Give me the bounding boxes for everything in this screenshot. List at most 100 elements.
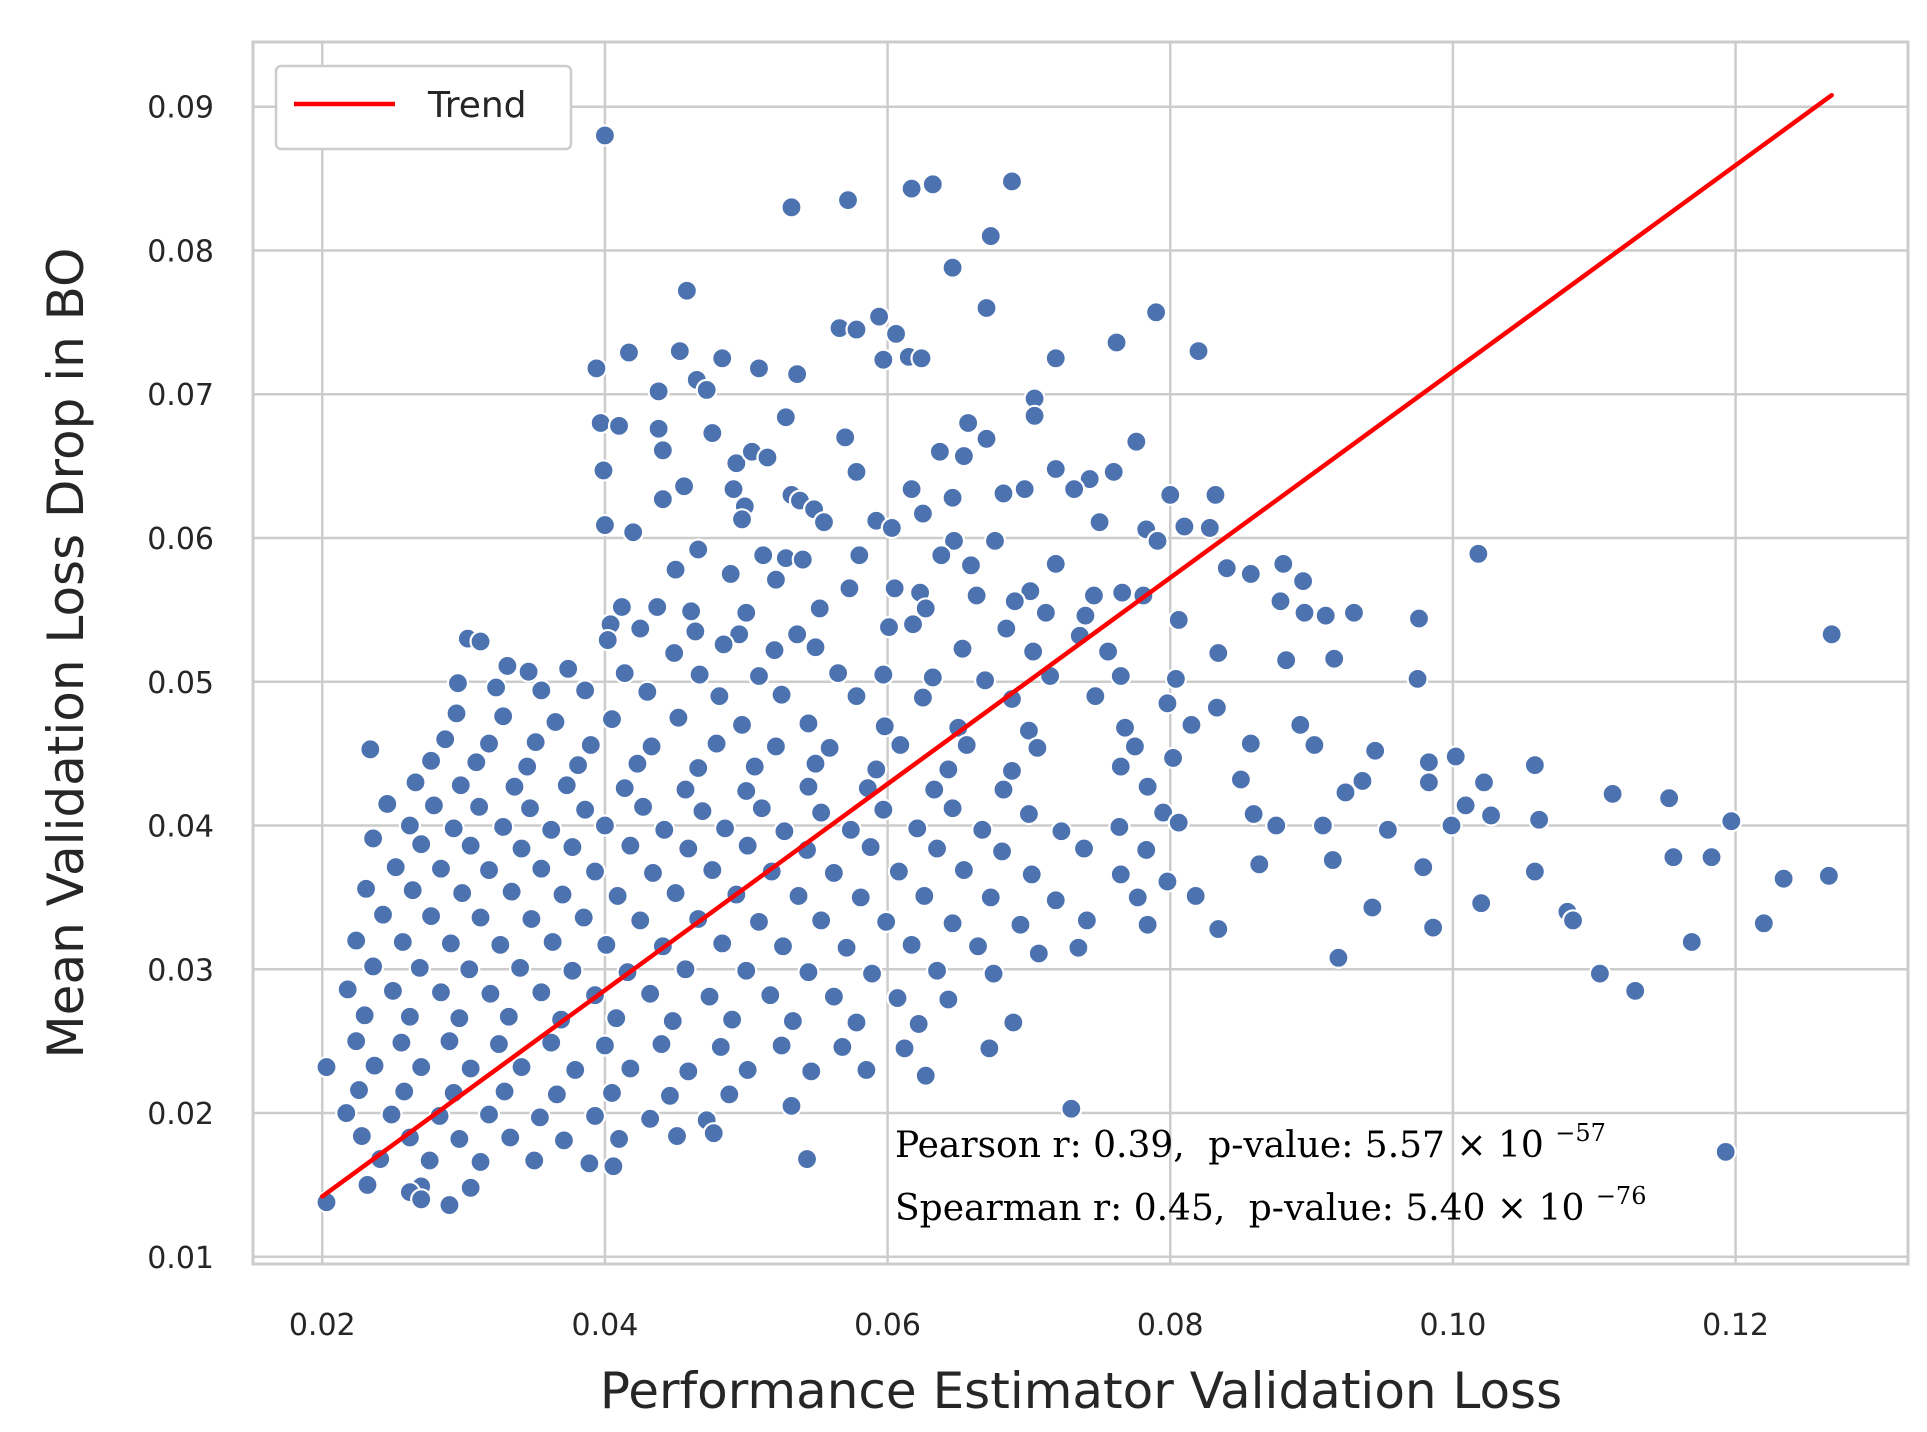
scatter-point xyxy=(770,1034,793,1057)
scatter-point xyxy=(845,1011,868,1034)
scatter-point xyxy=(1314,604,1337,627)
scatter-point xyxy=(1159,483,1182,506)
scatter-point xyxy=(883,577,906,600)
scatter-point xyxy=(810,909,833,932)
scatter-point xyxy=(868,305,891,328)
scatter-point xyxy=(1060,1097,1083,1120)
scatter-point xyxy=(941,256,964,279)
scatter-point xyxy=(459,1176,482,1199)
scatter-point xyxy=(465,751,488,774)
scatter-point xyxy=(530,679,553,702)
scatter-point xyxy=(574,679,597,702)
scatter-point xyxy=(345,929,368,952)
scatter-point xyxy=(1472,771,1496,794)
scatter-point xyxy=(1063,478,1086,501)
scatter-point xyxy=(1109,863,1132,886)
scatter-point xyxy=(1026,736,1049,759)
scatter-point xyxy=(941,486,964,509)
scatter-point xyxy=(735,601,758,624)
scatter-point xyxy=(596,628,619,652)
scatter-point xyxy=(610,595,633,619)
scatter-point xyxy=(674,958,697,981)
scatter-point xyxy=(901,613,925,636)
scatter-point xyxy=(1096,640,1120,663)
scatter-point xyxy=(663,641,686,665)
stats-annotation: Pearson r: 0.39, p-value: 5.57 × 10 −57 … xyxy=(895,1119,1646,1229)
scatter-point xyxy=(721,1008,744,1031)
scatter-point xyxy=(822,861,845,885)
scatter-point xyxy=(818,736,841,759)
y-tick-label: 0.03 xyxy=(147,953,214,988)
scatter-point xyxy=(959,554,983,577)
scatter-point xyxy=(398,814,421,837)
scatter-point xyxy=(845,318,868,341)
scatter-point xyxy=(593,814,617,837)
scatter-point xyxy=(1239,732,1262,755)
scatter-point xyxy=(544,710,567,734)
scatter-point xyxy=(1084,685,1107,708)
scatter-point xyxy=(354,877,378,900)
scatter-point xyxy=(1022,640,1045,663)
scatter-point xyxy=(1275,649,1298,672)
scatter-point xyxy=(422,794,446,817)
scatter-point xyxy=(1156,870,1179,893)
scatter-point xyxy=(561,835,584,859)
scatter-point xyxy=(1662,846,1685,869)
scatter-point xyxy=(1321,848,1344,872)
scatter-point xyxy=(1002,1011,1025,1034)
scatter-point xyxy=(786,362,809,386)
scatter-point xyxy=(875,910,898,933)
scatter-point xyxy=(593,1034,617,1057)
scatter-point xyxy=(995,617,1018,640)
scatter-point xyxy=(747,357,771,380)
scatter-point xyxy=(804,752,827,775)
scatter-point xyxy=(752,544,775,567)
scatter-point xyxy=(1561,909,1585,932)
scatter-point xyxy=(468,795,491,818)
scatter-point xyxy=(957,411,980,435)
scatter-point xyxy=(410,833,433,856)
scatter-point xyxy=(1044,457,1067,481)
scatter-point xyxy=(410,1055,433,1079)
y-tick-label: 0.01 xyxy=(147,1241,214,1276)
spearman-annotation: Spearman r: 0.45, p-value: 5.40 × 10 −76 xyxy=(895,1182,1646,1229)
scatter-point xyxy=(730,713,754,736)
scatter-point xyxy=(451,881,474,905)
scatter-point xyxy=(674,778,697,801)
scatter-point xyxy=(1078,467,1101,491)
scatter-point xyxy=(540,1031,563,1054)
scatter-point xyxy=(672,475,696,498)
scatter-point xyxy=(602,1155,625,1178)
scatter-point xyxy=(315,1055,338,1079)
scatter-point xyxy=(773,820,796,843)
scatter-point xyxy=(914,1064,937,1087)
trend-line xyxy=(320,92,1834,1199)
scatter-point xyxy=(887,860,910,883)
scatter-point xyxy=(647,380,670,403)
scatter-point xyxy=(872,798,895,821)
scatter-point xyxy=(1528,808,1551,831)
scatter-point xyxy=(646,595,669,619)
scatter-point xyxy=(838,577,861,600)
scatter-point xyxy=(1624,979,1647,1002)
scatter-point xyxy=(1720,810,1743,833)
scatter-point xyxy=(552,1129,576,1152)
scatter-point xyxy=(595,933,618,956)
scatter-point xyxy=(499,1126,522,1149)
scatter-point xyxy=(442,817,465,840)
scatter-point xyxy=(718,1083,741,1106)
scatter-point xyxy=(722,478,745,501)
scatter-point xyxy=(804,636,827,659)
scatter-point xyxy=(952,444,976,468)
x-tick-label: 0.08 xyxy=(1137,1308,1204,1343)
scatter-point xyxy=(705,732,728,755)
scatter-point xyxy=(664,558,687,581)
scatter-point xyxy=(664,881,687,905)
scatter-point xyxy=(419,904,443,928)
scatter-point xyxy=(600,1081,624,1105)
scatter-point xyxy=(1067,936,1090,959)
scatter-point xyxy=(641,861,665,885)
y-tick-labels: 0.01 0.02 0.03 0.04 0.05 0.06 0.07 0.08 0.09 xyxy=(147,91,214,1276)
scatter-point xyxy=(808,597,831,620)
scatter-point xyxy=(1272,552,1295,575)
